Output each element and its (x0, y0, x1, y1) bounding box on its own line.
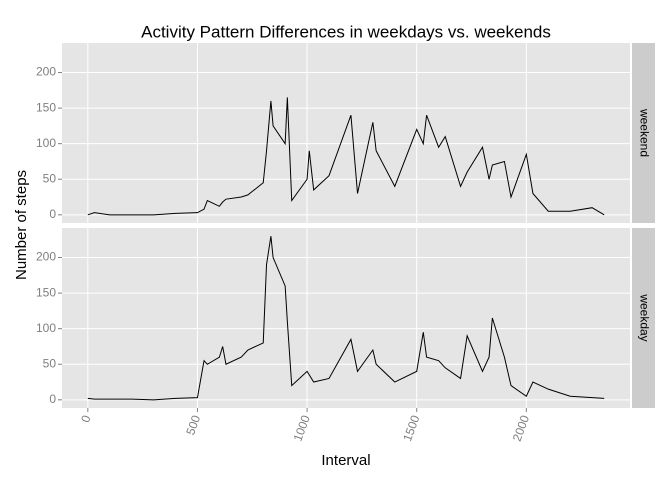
y-tick-label: 150 (36, 285, 56, 299)
x-tick-label: 2000 (510, 413, 532, 443)
y-tick-label: 200 (36, 250, 56, 264)
panel-background (62, 43, 630, 223)
line (87, 97, 605, 216)
y-tick-label: 100 (36, 321, 56, 335)
y-tick-label: 100 (36, 136, 56, 150)
line (87, 236, 605, 401)
strip (632, 228, 655, 408)
y-tick-label: 0 (49, 207, 56, 221)
y-axis-label: Number of steps (13, 170, 30, 280)
y-tick-label: 0 (49, 392, 56, 406)
y-tick-label: 50 (43, 171, 57, 185)
y-tick-label: 200 (36, 65, 56, 79)
x-tick-label: 1000 (291, 413, 313, 443)
y-tick-label: 50 (43, 356, 57, 370)
x-tick-label: 1500 (400, 413, 422, 443)
strip (632, 43, 655, 223)
panel-background (62, 228, 630, 408)
y-tick-label: 150 (36, 100, 56, 114)
strip-label: weekend (637, 108, 651, 157)
strip-label: weekday (637, 293, 651, 341)
x-tick-label: 0 (78, 413, 94, 424)
x-tick-label: 500 (183, 413, 203, 437)
chart-title: Activity Pattern Differences in weekdays… (141, 22, 551, 41)
x-axis-label: Interval (321, 452, 370, 469)
